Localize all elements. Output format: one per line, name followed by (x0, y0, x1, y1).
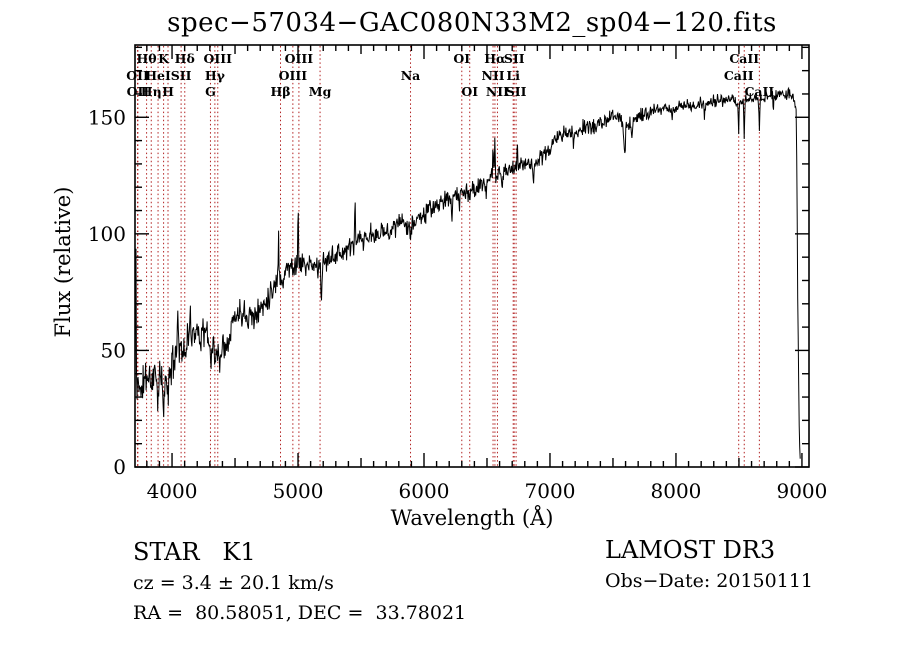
spectral-line-label: Li (506, 68, 520, 83)
spectral-line-label: Mg (309, 84, 332, 99)
spectral-line-label: Na (401, 68, 421, 83)
y-tick-label: 0 (113, 455, 126, 479)
x-tick-label: 7000 (525, 479, 576, 503)
obs-date-text: Obs−Date: 20150111 (605, 570, 813, 592)
y-tick-label: 50 (101, 338, 126, 362)
x-tick-label: 5000 (273, 479, 324, 503)
spectral-line-label: OII (126, 68, 149, 83)
x-axis-label: Wavelength (Å) (390, 506, 554, 530)
spectral-line-label: OI (461, 84, 478, 99)
spectral-line-label: CaII (744, 84, 774, 99)
survey-release-text: LAMOST DR3 (605, 536, 776, 564)
y-tick-label: 100 (88, 222, 126, 246)
spectral-line-label: Hθ (137, 51, 157, 66)
spectral-line-label: SII (506, 84, 527, 99)
object-class-text: STAR K1 (133, 538, 256, 566)
spectral-line-label: Hγ (205, 68, 226, 83)
spectral-line-label: OIII (285, 51, 314, 66)
plot-frame (134, 44, 810, 468)
x-tick-label: 9000 (776, 479, 827, 503)
ra-dec-text: RA = 80.58051, DEC = 33.78021 (133, 602, 467, 624)
spectral-line-label: OIII (279, 68, 308, 83)
spectrum-trace (134, 86, 801, 459)
spectral-line-label: H (162, 84, 174, 99)
x-tick-label: 6000 (399, 479, 450, 503)
spectral-line-label: K (158, 51, 170, 66)
spectral-line-label: Hα (484, 51, 506, 66)
spectral-line-label: OII (127, 84, 150, 99)
spectral-line-label: NII (481, 68, 504, 83)
spectral-line-label: G (205, 84, 216, 99)
y-axis-label: Flux (relative) (51, 186, 75, 338)
redshift-velocity-text: cz = 3.4 ± 20.1 km/s (133, 572, 334, 594)
spectral-line-label: SII (504, 51, 525, 66)
spectral-line-label: OI (453, 51, 470, 66)
spectral-line-label: NII (486, 84, 509, 99)
spectral-line-label: CaII (724, 68, 754, 83)
spectral-line-label: Hδ (175, 51, 195, 66)
spectral-line-label: OIII (204, 51, 233, 66)
spectral-line-label: Hβ (270, 84, 290, 99)
spectral-line-label: Hη (141, 84, 162, 99)
spectral-line-label: CaII (729, 51, 759, 66)
plot-title: spec−57034−GAC080N33M2_sp04−120.fits (167, 8, 777, 38)
spectral-line-label: HeI (145, 68, 171, 83)
spectral-line-label: SII (171, 68, 192, 83)
x-tick-label: 4000 (147, 479, 198, 503)
x-tick-label: 8000 (651, 479, 702, 503)
y-tick-label: 150 (88, 105, 126, 129)
